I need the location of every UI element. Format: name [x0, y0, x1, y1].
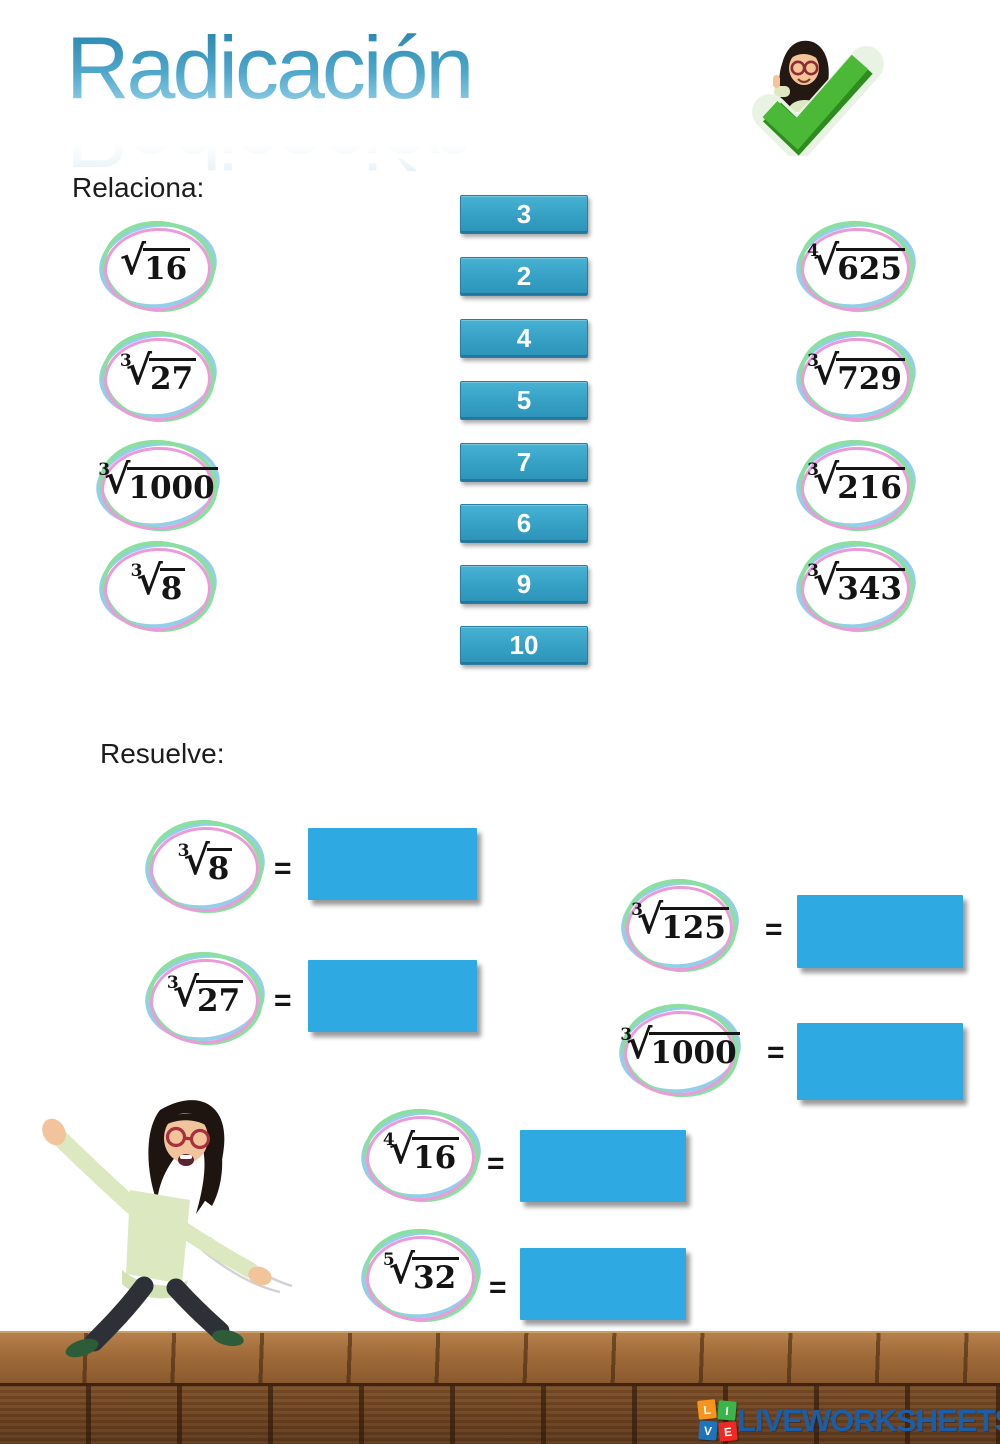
- radical-sign: √: [119, 237, 147, 284]
- answer-box-16[interactable]: [520, 1130, 686, 1202]
- radical-expression: 4 √ 16: [383, 1130, 460, 1177]
- radical-sign: √: [172, 969, 199, 1016]
- equals-sign: =: [487, 1147, 505, 1180]
- relaciona-label: Relaciona:: [72, 172, 205, 203]
- resuelve-label: Resuelve:: [100, 738, 225, 769]
- relaciona-right-radical-729[interactable]: 3 √ 729: [791, 326, 921, 427]
- radical-expression: 5 √ 32: [383, 1250, 460, 1297]
- radical-sign: √: [812, 557, 840, 604]
- radical-expression: 3 √ 125: [631, 900, 729, 947]
- relaciona-left-radical-8[interactable]: 3 √ 8: [94, 536, 222, 637]
- radical-sign: √: [626, 1021, 653, 1068]
- number-tile-2[interactable]: 2: [460, 257, 588, 296]
- radical-expression: √ 16: [120, 241, 191, 288]
- number-tile-3[interactable]: 3: [460, 195, 588, 234]
- relaciona-left-radical-27[interactable]: 3 √ 27: [94, 326, 222, 427]
- number-tile-7[interactable]: 7: [460, 443, 588, 482]
- resuelve-radical-1000: 3 √ 1000: [614, 998, 746, 1102]
- number-tile-6[interactable]: 6: [460, 504, 588, 543]
- radical-expression: 3 √ 216: [807, 460, 905, 507]
- radical-expression: 3 √ 1000: [98, 460, 218, 507]
- page-title-reflection: Radicación: [66, 87, 472, 187]
- resuelve-radical-125: 3 √ 125: [616, 874, 744, 977]
- logo-tile-l: L: [697, 1399, 717, 1420]
- answer-box-8[interactable]: [308, 828, 477, 900]
- number-tile-5[interactable]: 5: [460, 381, 588, 420]
- resuelve-radical-16: 4 √ 16: [356, 1104, 486, 1207]
- radical-expression: 3 √ 27: [167, 973, 244, 1020]
- radical-sign: √: [812, 237, 840, 284]
- teacher-avatar-check: [748, 30, 884, 167]
- radical-sign: √: [183, 837, 210, 884]
- number-tile-10[interactable]: 10: [460, 626, 588, 665]
- radical-expression: 3 √ 27: [120, 351, 197, 398]
- relaciona-right-radical-625[interactable]: 4 √ 625: [791, 216, 921, 317]
- relaciona-right-radical-343[interactable]: 3 √ 343: [791, 536, 921, 637]
- radical-expression: 3 √ 1000: [620, 1025, 740, 1072]
- equals-sign: =: [274, 852, 292, 885]
- radical-sign: √: [104, 456, 131, 503]
- radical-sign: √: [812, 347, 840, 394]
- equals-sign: =: [274, 984, 292, 1017]
- answer-box-32[interactable]: [520, 1248, 686, 1320]
- relaciona-left-radical-1000[interactable]: 3 √ 1000: [91, 434, 225, 537]
- radical-expression: 3 √ 343: [807, 561, 905, 608]
- relaciona-right-radical-216[interactable]: 3 √ 216: [791, 435, 921, 536]
- radical-sign: √: [388, 1126, 415, 1173]
- radical-sign: √: [812, 456, 840, 503]
- radical-expression: 3 √ 729: [807, 351, 905, 398]
- radical-sign: √: [136, 557, 163, 604]
- relaciona-left-radical-16[interactable]: √ 16: [94, 216, 222, 317]
- check-icon: [752, 40, 884, 167]
- radical-expression: 4 √ 625: [807, 241, 905, 288]
- page-title: Radicación: [66, 18, 474, 117]
- liveworksheets-logo: L I V E: [697, 1399, 738, 1442]
- answer-box-125[interactable]: [797, 895, 963, 968]
- liveworksheets-wordmark: LIVEWORKSHEETS: [737, 1403, 1000, 1438]
- wood-floor-top: [0, 1331, 1000, 1383]
- logo-tile-e: E: [718, 1421, 738, 1442]
- logo-tile-v: V: [698, 1420, 718, 1441]
- number-tile-4[interactable]: 4: [460, 319, 588, 358]
- resuelve-radical-32: 5 √ 32: [356, 1224, 486, 1327]
- number-tile-9[interactable]: 9: [460, 565, 588, 604]
- radical-sign: √: [636, 896, 664, 943]
- answer-box-27[interactable]: [308, 960, 477, 1032]
- radical-sign: √: [388, 1246, 415, 1293]
- radical-sign: √: [125, 347, 152, 394]
- logo-tile-i: I: [717, 1400, 737, 1421]
- answer-box-1000[interactable]: [797, 1023, 963, 1100]
- page-title-block: Radicación Radicación: [66, 18, 474, 187]
- radical-expression: 3 √ 8: [131, 561, 186, 608]
- resuelve-radical-8: 3 √ 8: [140, 815, 270, 918]
- equals-sign: =: [767, 1036, 785, 1069]
- wood-floor-front: [0, 1383, 1000, 1444]
- radical-expression: 3 √ 8: [178, 841, 233, 888]
- teacher-avatar-dancing: [10, 1088, 300, 1360]
- equals-sign: =: [765, 913, 783, 946]
- resuelve-radical-27: 3 √ 27: [140, 947, 270, 1050]
- equals-sign: =: [489, 1271, 507, 1304]
- dancing-teacher-illustration: [42, 1100, 293, 1358]
